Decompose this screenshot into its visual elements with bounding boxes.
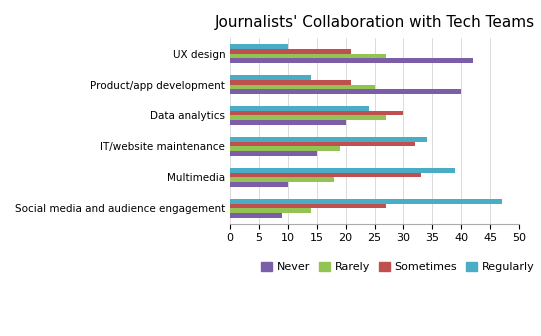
Bar bbox=[230, 182, 288, 186]
Bar bbox=[230, 146, 340, 151]
Bar bbox=[230, 89, 461, 94]
Legend: Never, Rarely, Sometimes, Regularly: Never, Rarely, Sometimes, Regularly bbox=[257, 257, 539, 277]
Bar bbox=[230, 137, 426, 142]
Bar bbox=[230, 199, 502, 204]
Bar bbox=[230, 213, 282, 217]
Bar bbox=[230, 49, 352, 53]
Bar bbox=[230, 44, 288, 49]
Bar bbox=[230, 120, 346, 125]
Bar bbox=[230, 116, 386, 120]
Bar bbox=[230, 106, 369, 111]
Bar bbox=[230, 151, 317, 156]
Bar bbox=[230, 85, 374, 89]
Bar bbox=[230, 80, 352, 85]
Bar bbox=[230, 75, 311, 80]
Bar bbox=[230, 142, 415, 146]
Title: Journalists' Collaboration with Tech Teams: Journalists' Collaboration with Tech Tea… bbox=[214, 15, 535, 30]
Bar bbox=[230, 177, 334, 182]
Bar bbox=[230, 111, 404, 116]
Bar bbox=[230, 204, 386, 208]
Bar bbox=[230, 208, 311, 213]
Bar bbox=[230, 58, 473, 63]
Bar bbox=[230, 168, 456, 173]
Bar bbox=[230, 173, 421, 177]
Bar bbox=[230, 53, 386, 58]
